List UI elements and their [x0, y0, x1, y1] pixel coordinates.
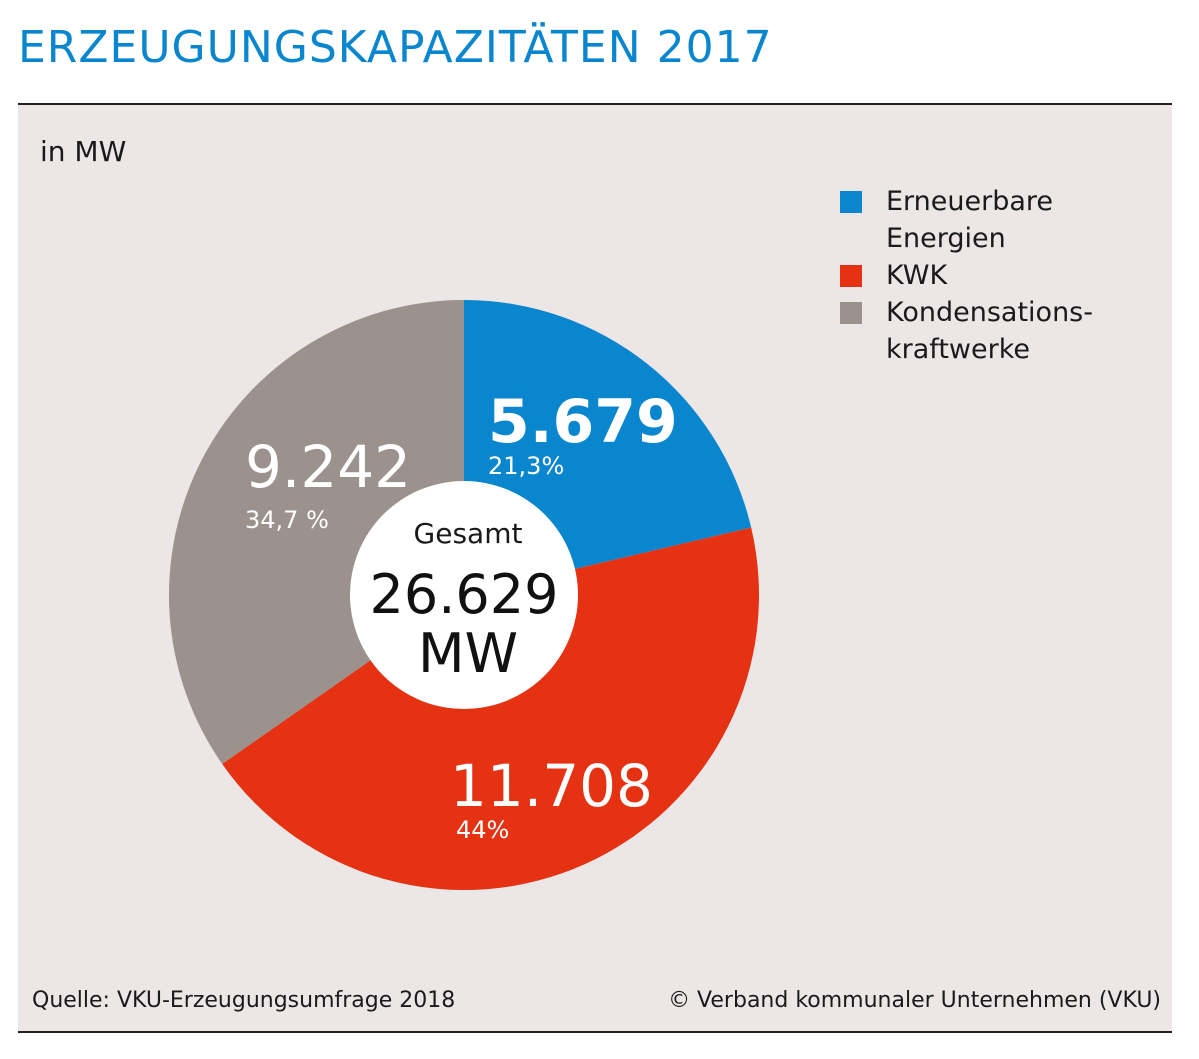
legend-swatch-erneuerbare — [840, 191, 862, 213]
legend: Erneuerbare Energien KWK Kondensations-k… — [840, 183, 1146, 368]
top-divider — [18, 103, 1172, 105]
slice-percent-label-kwk: 44% — [456, 816, 509, 844]
legend-label-erneuerbare: Erneuerbare Energien — [886, 186, 1054, 254]
legend-swatch-kwk — [840, 265, 862, 287]
center-label: Gesamt — [414, 517, 523, 550]
slice-value-label-kondensation: 9.242 — [245, 433, 411, 501]
bottom-divider — [18, 1031, 1172, 1033]
slice-value-label-kwk: 11.708 — [450, 752, 653, 820]
chart-title: ERZEUGUNGSKAPAZITÄTEN 2017 — [18, 22, 773, 73]
legend-item-erneuerbare: Erneuerbare Energien — [840, 183, 1146, 257]
slice-percent-label-erneuerbare: 21,3% — [488, 452, 564, 480]
center-unit: MW — [418, 622, 518, 685]
legend-label-kondensation: Kondensations-kraftwerke — [886, 297, 1093, 365]
slice-value-label-erneuerbare: 5.679 — [488, 387, 678, 457]
pie-slice-kondensation — [168, 300, 464, 764]
legend-item-kondensation: Kondensations-kraftwerke — [840, 294, 1146, 368]
unit-label: in MW — [40, 135, 127, 168]
legend-swatch-kondensation — [840, 302, 862, 324]
pie-slice-kwk — [222, 527, 760, 891]
copyright-note: © Verband kommunaler Unternehmen (VKU) — [668, 988, 1161, 1013]
slice-percent-label-kondensation: 34,7 % — [245, 506, 329, 534]
source-note: Quelle: VKU-Erzeugungsumfrage 2018 — [32, 988, 456, 1013]
center-hole — [350, 481, 578, 709]
legend-item-kwk: KWK — [840, 257, 1146, 294]
center-total-value: 26.629 — [370, 563, 559, 626]
legend-label-kwk: KWK — [886, 260, 948, 291]
